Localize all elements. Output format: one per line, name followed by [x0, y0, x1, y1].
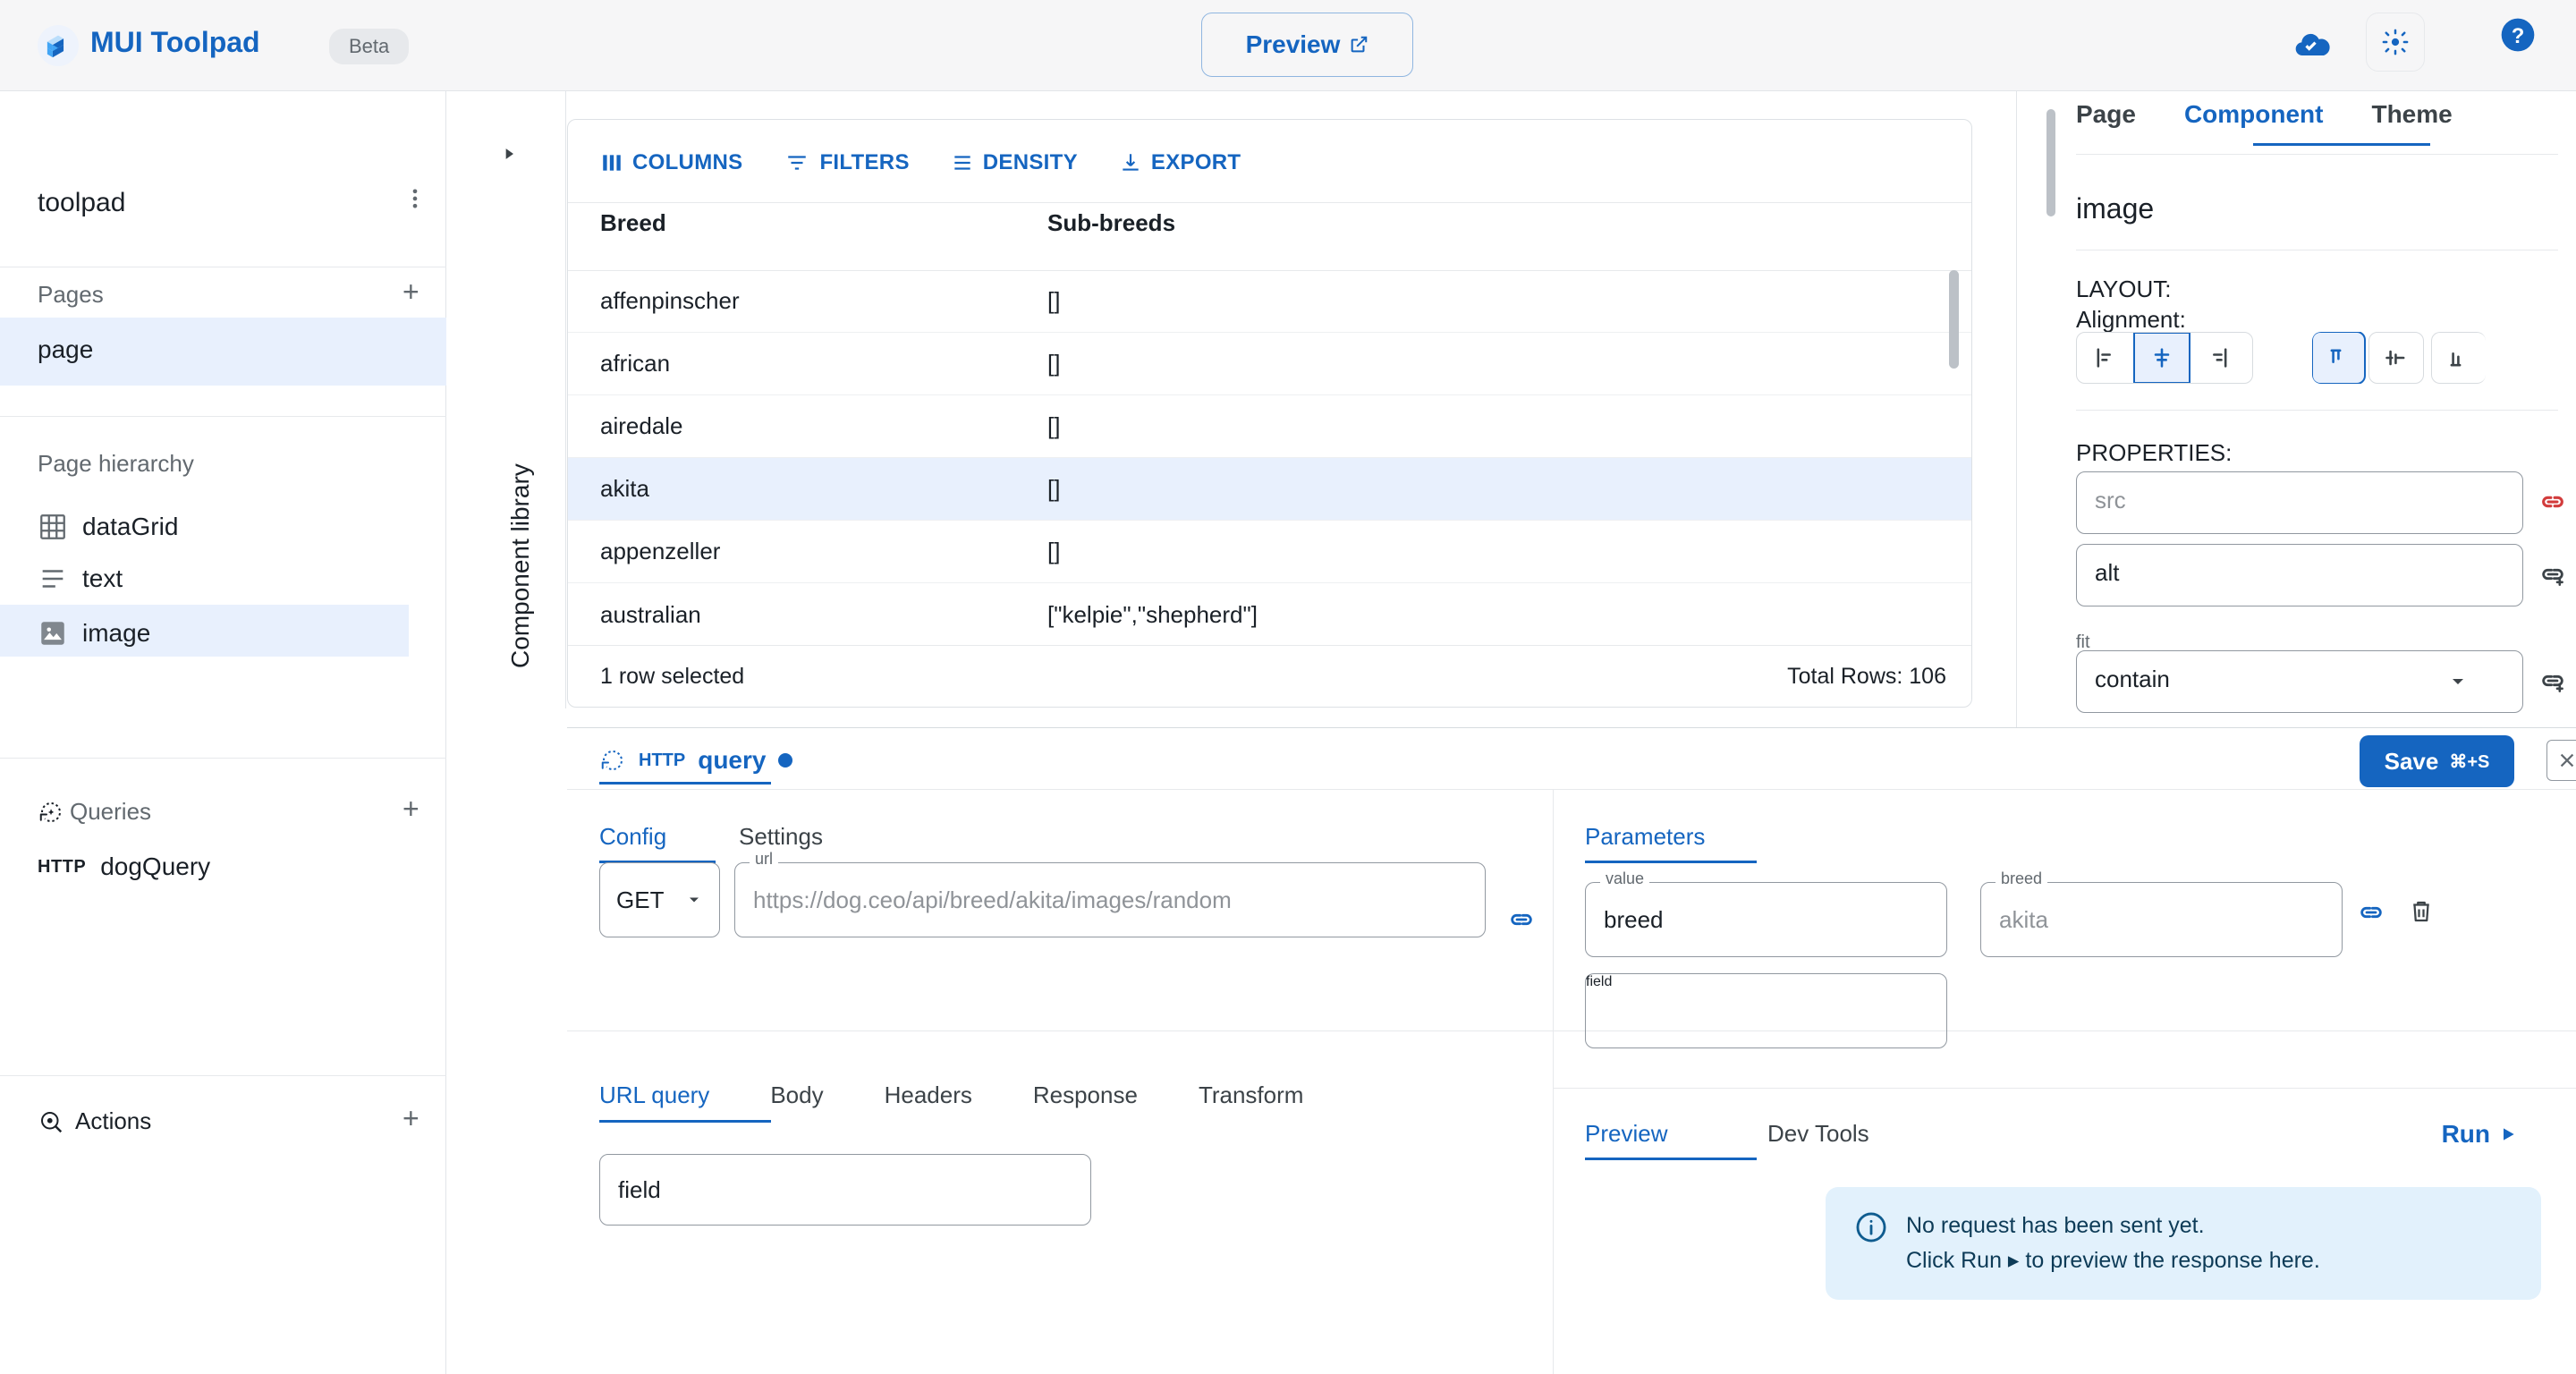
svg-text:?: ?	[2512, 24, 2525, 48]
